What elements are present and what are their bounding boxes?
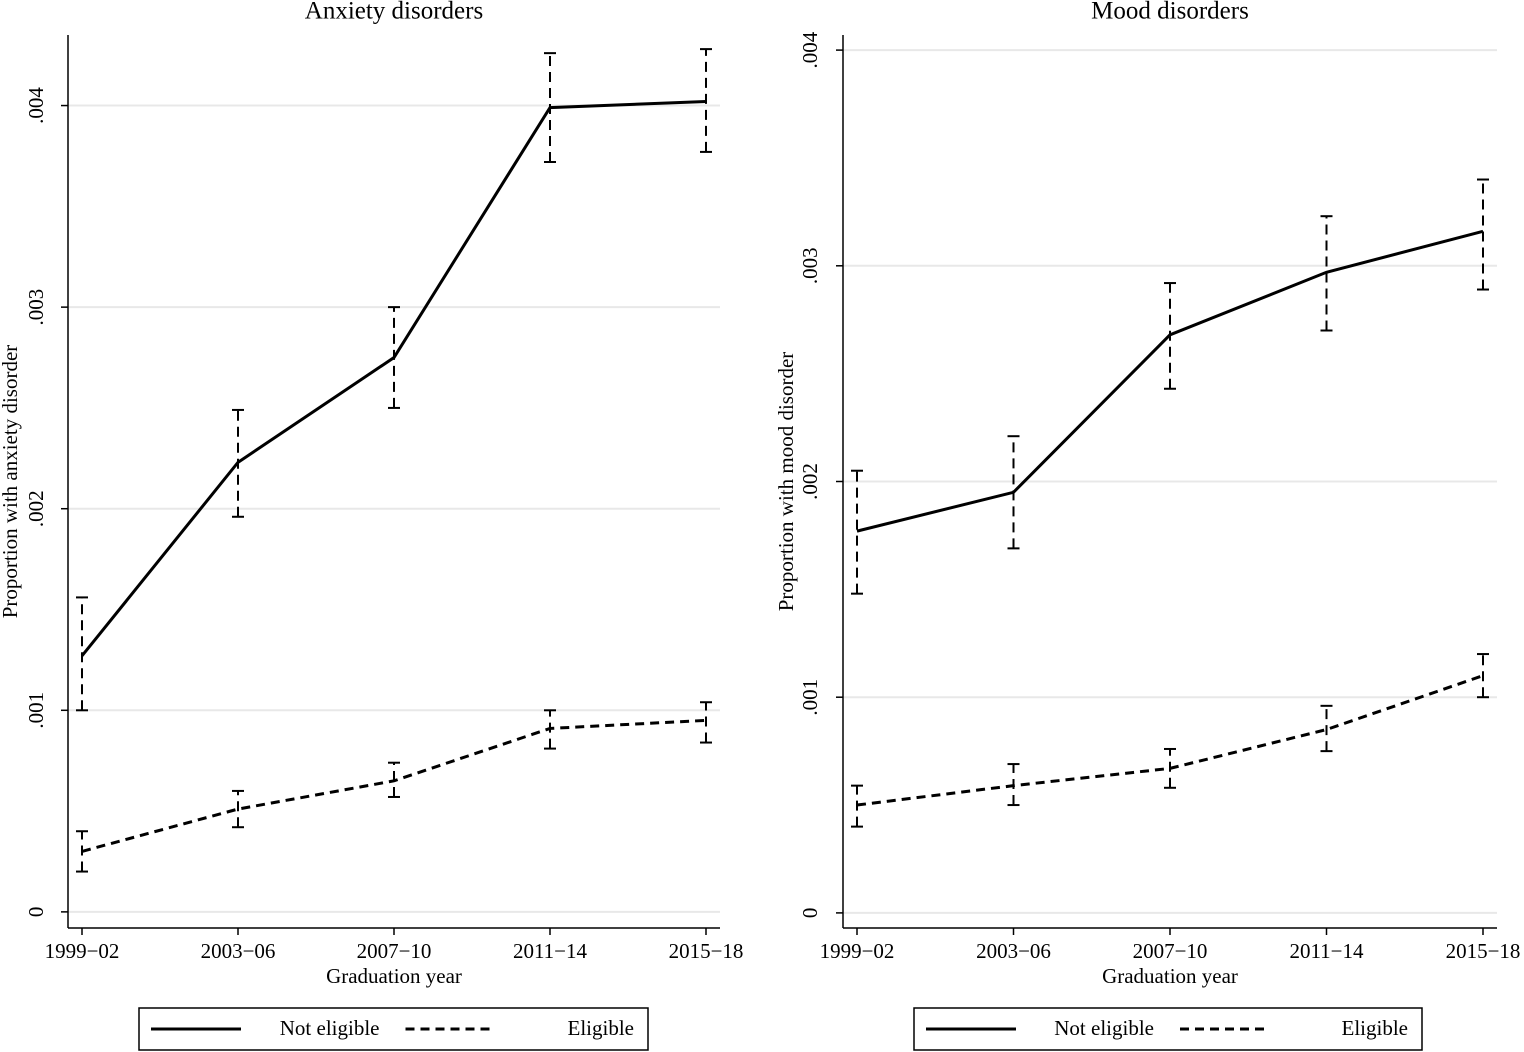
y-tick-label: 0 xyxy=(798,908,822,919)
y-tick-label: .002 xyxy=(798,463,822,500)
y-tick-label: .003 xyxy=(24,289,48,326)
y-tick-label: .001 xyxy=(24,692,48,729)
x-tick-label: 2015−18 xyxy=(669,939,744,963)
series-line xyxy=(80,100,707,657)
series-line xyxy=(81,718,707,853)
legend-box xyxy=(913,1007,1423,1051)
y-tick-label: .001 xyxy=(798,679,822,716)
series-line xyxy=(856,229,1484,533)
y-tick-label: .004 xyxy=(798,31,822,68)
y-axis-label: Proportion with anxiety disorder xyxy=(0,345,22,619)
x-tick-label: 2003−06 xyxy=(201,939,276,963)
x-tick-label: 2003−06 xyxy=(976,939,1051,963)
y-tick-label: .002 xyxy=(24,490,48,527)
legend-label: Eligible xyxy=(1342,1016,1409,1040)
series-line xyxy=(856,674,1484,807)
y-tick-label: .004 xyxy=(24,87,48,124)
x-tick-label: 2011−14 xyxy=(513,939,588,963)
legend-label: Not eligible xyxy=(1054,1016,1154,1040)
chart-title: Mood disorders xyxy=(1091,0,1249,25)
x-tick-label: 2015−18 xyxy=(1446,939,1521,963)
x-tick-label: 1999−02 xyxy=(45,939,120,963)
x-tick-label: 2011−14 xyxy=(1289,939,1364,963)
legend-label: Eligible xyxy=(568,1016,635,1040)
x-tick-label: 2007−10 xyxy=(357,939,432,963)
legend-label: Not eligible xyxy=(280,1016,380,1040)
x-tick-label: 1999−02 xyxy=(820,939,895,963)
x-axis-label: Graduation year xyxy=(326,964,462,988)
y-tick-label: 0 xyxy=(24,907,48,918)
x-axis-label: Graduation year xyxy=(1102,964,1238,988)
chart-title: Anxiety disorders xyxy=(305,0,483,25)
y-tick-label: .003 xyxy=(798,247,822,284)
y-axis-label: Proportion with mood disorder xyxy=(774,352,798,612)
x-tick-label: 2007−10 xyxy=(1133,939,1208,963)
